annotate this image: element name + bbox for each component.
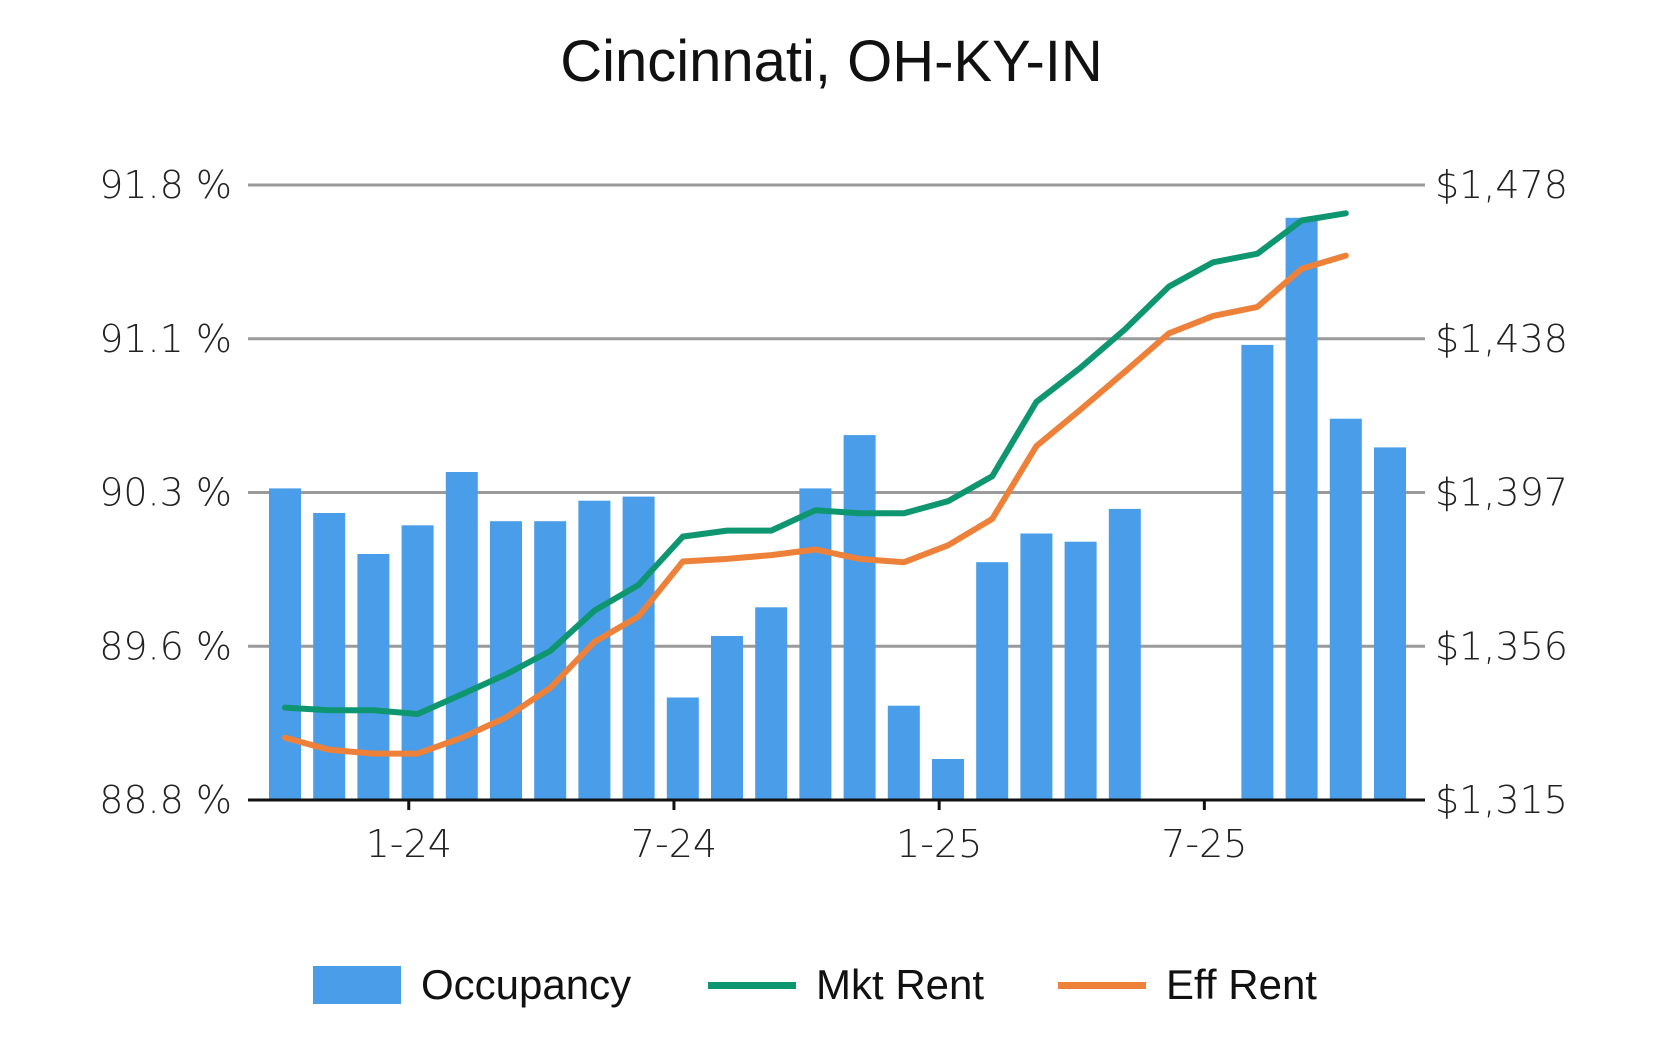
occupancy-bar [445, 472, 478, 800]
occupancy-bar [711, 636, 743, 800]
x-tick-label: 7-24 [631, 822, 717, 866]
right-tick-label: $1,438 [1435, 317, 1568, 361]
eff-rent-line [282, 252, 1349, 757]
grid-layer [248, 183, 1425, 648]
left-tick-label: 91.1 % [99, 317, 232, 361]
occupancy-bar [1108, 508, 1141, 800]
legend-swatch-eff-rent [1058, 981, 1146, 989]
legend-label-occupancy: Occupancy [421, 961, 632, 1008]
occupancy-bar [799, 488, 832, 800]
occupancy-bar [843, 435, 876, 800]
occupancy-bar [755, 607, 788, 800]
legend-swatch-mkt-rent [708, 981, 796, 989]
occupancy-bar [534, 521, 567, 800]
occupancy-bar [1241, 344, 1274, 800]
mkt-rent-line [282, 210, 1349, 717]
left-tick-label: 88.8 % [99, 778, 232, 822]
legend-label-eff-rent: Eff Rent [1166, 961, 1317, 1008]
legend-item-eff-rent: Eff Rent [1058, 955, 1317, 1015]
x-tick-label: 7-25 [1161, 822, 1247, 866]
occupancy-bar [1374, 447, 1406, 800]
legend-swatch-occupancy [313, 966, 401, 1004]
occupancy-bar [357, 554, 390, 800]
occupancy-bar [976, 562, 1009, 800]
occupancy-bar [1329, 418, 1362, 800]
occupancy-bar [1285, 217, 1318, 801]
legend-label-mkt-rent: Mkt Rent [816, 961, 985, 1008]
occupancy-bar [401, 525, 434, 800]
occupancy-bar [1020, 533, 1053, 800]
bar-layer [269, 217, 1406, 801]
occupancy-bar [490, 521, 522, 800]
left-tick-label: 89.6 % [99, 624, 232, 668]
occupancy-bar [666, 697, 699, 800]
occupancy-bar [887, 705, 920, 800]
occupancy-bar [1064, 541, 1097, 800]
occupancy-bar [932, 759, 964, 800]
left-tick-label: 91.8 % [99, 163, 232, 207]
line-layer [282, 210, 1349, 757]
right-tick-label: $1,356 [1435, 624, 1568, 668]
chart-title: Cincinnati, OH-KY-IN [560, 29, 1103, 94]
x-tick-label: 1-25 [896, 822, 982, 866]
occupancy-bar [622, 496, 655, 800]
x-tick-label: 1-24 [366, 822, 452, 866]
legend: Occupancy Mkt Rent Eff Rent [0, 955, 1663, 1015]
right-tick-label: $1,315 [1435, 778, 1568, 822]
right-tick-label: $1,397 [1435, 471, 1568, 515]
axis-layer: 91.8 % $1,478 91.1 % $1,438 90.3 % $1,397 89.6… [99, 163, 1568, 866]
right-tick-label: $1,478 [1435, 163, 1568, 207]
left-tick-label: 90.3 % [99, 471, 232, 515]
occupancy-bar [313, 513, 346, 800]
legend-item-occupancy: Occupancy [313, 955, 631, 1015]
occupancy-bar [269, 488, 301, 800]
legend-item-mkt-rent: Mkt Rent [708, 955, 984, 1015]
